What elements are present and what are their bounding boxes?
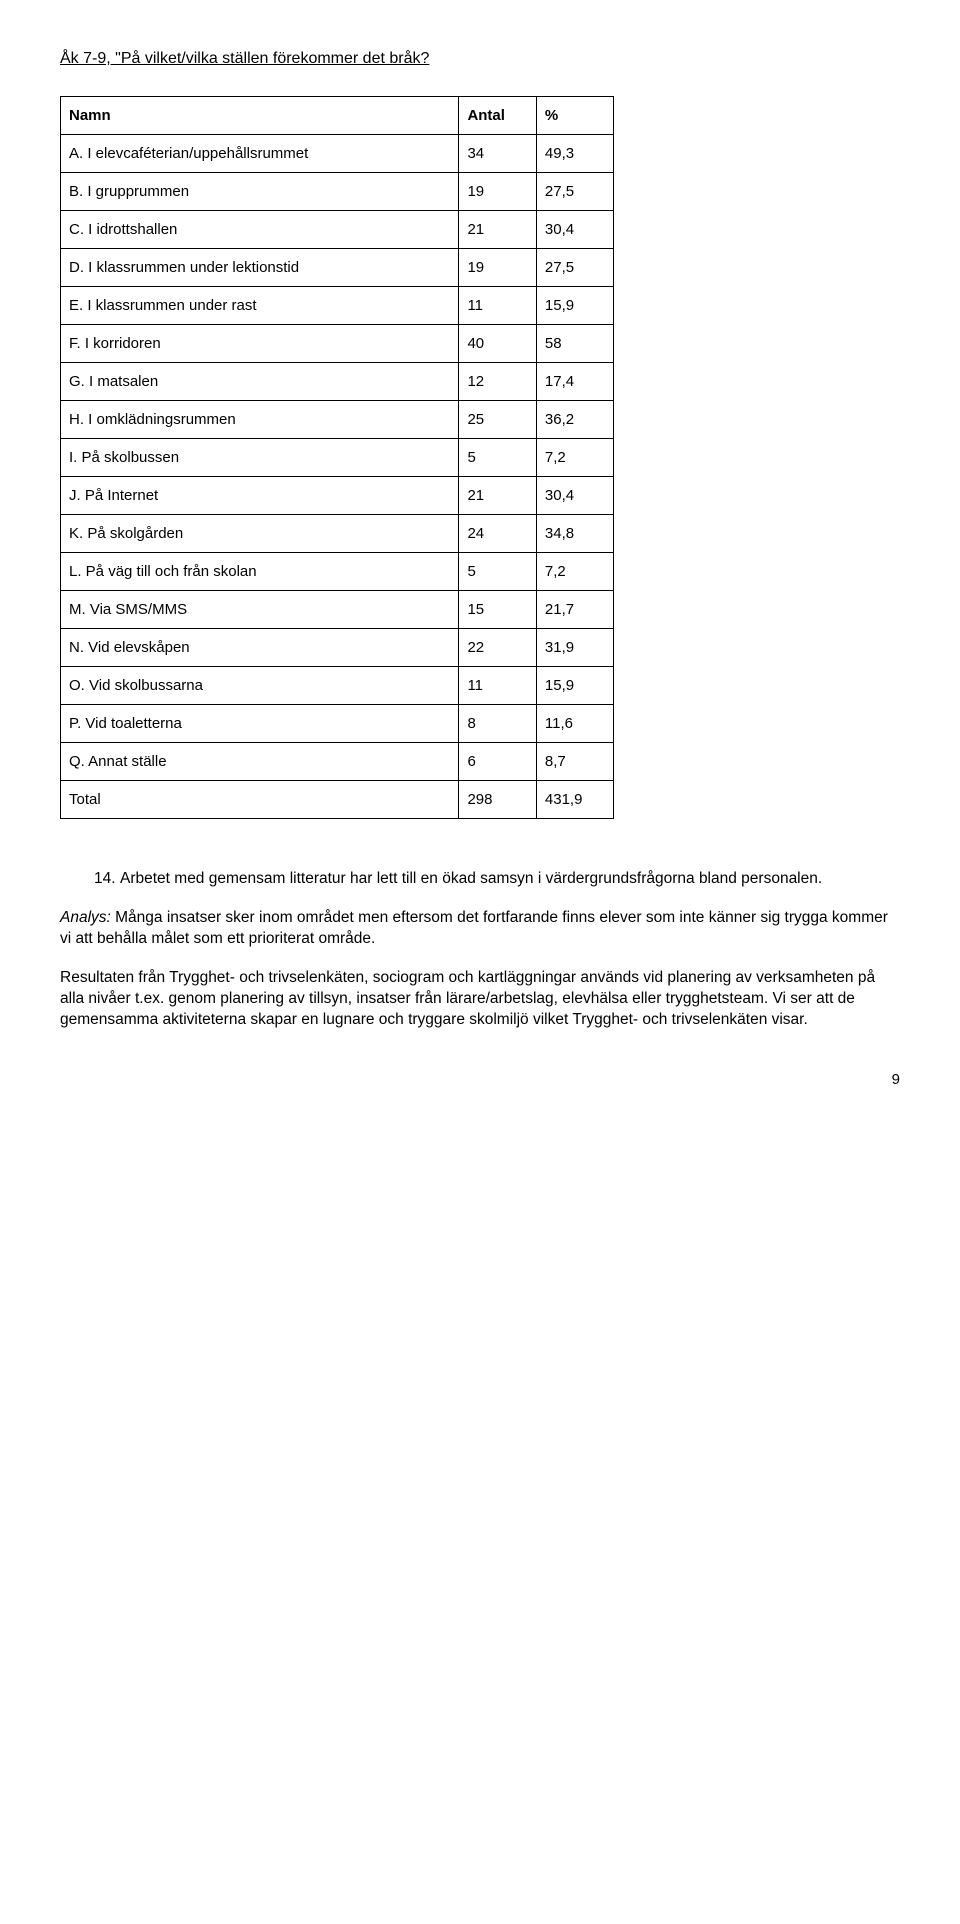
table-cell: E. I klassrummen under rast [61,287,459,325]
page-number: 9 [60,1071,900,1088]
table-cell: L. På väg till och från skolan [61,553,459,591]
table-cell: 19 [459,173,536,211]
table-row: I. På skolbussen57,2 [61,439,614,477]
table-cell: 5 [459,439,536,477]
table-cell: 7,2 [536,553,613,591]
table-header-row: Namn Antal % [61,97,614,135]
table-row: F. I korridoren4058 [61,325,614,363]
table-cell: 27,5 [536,249,613,287]
table-cell: 11 [459,667,536,705]
table-row: Total298431,9 [61,781,614,819]
table-cell: O. Vid skolbussarna [61,667,459,705]
table-cell: 30,4 [536,211,613,249]
table-cell: 5 [459,553,536,591]
col-header-percent: % [536,97,613,135]
table-cell: 21,7 [536,591,613,629]
numbered-list-item: 14.Arbetet med gemensam litteratur har l… [94,869,900,890]
table-cell: 12 [459,363,536,401]
table-cell: 21 [459,211,536,249]
table-cell: 15,9 [536,667,613,705]
col-header-namn: Namn [61,97,459,135]
table-row: B. I grupprummen1927,5 [61,173,614,211]
table-cell: 25 [459,401,536,439]
table-cell: H. I omklädningsrummen [61,401,459,439]
table-cell: P. Vid toaletterna [61,705,459,743]
table-cell: 19 [459,249,536,287]
table-cell: 24 [459,515,536,553]
table-cell: 8,7 [536,743,613,781]
analysis-text: Många insatser sker inom området men eft… [60,909,888,947]
table-cell: D. I klassrummen under lektionstid [61,249,459,287]
table-row: L. På väg till och från skolan57,2 [61,553,614,591]
section-heading: Åk 7-9, "På vilket/vilka ställen förekom… [60,50,900,68]
results-paragraph: Resultaten från Trygghet- och trivselenk… [60,968,900,1031]
table-cell: 40 [459,325,536,363]
table-cell: N. Vid elevskåpen [61,629,459,667]
table-cell: 22 [459,629,536,667]
table-cell: A. I elevcaféterian/uppehållsrummet [61,135,459,173]
table-row: G. I matsalen1217,4 [61,363,614,401]
table-row: H. I omklädningsrummen2536,2 [61,401,614,439]
analysis-label: Analys: [60,909,111,926]
table-cell: 21 [459,477,536,515]
table-row: J. På Internet2130,4 [61,477,614,515]
table-cell: C. I idrottshallen [61,211,459,249]
table-cell: M. Via SMS/MMS [61,591,459,629]
table-cell: 298 [459,781,536,819]
table-cell: 49,3 [536,135,613,173]
table-row: M. Via SMS/MMS1521,7 [61,591,614,629]
table-cell: K. På skolgården [61,515,459,553]
list-item-text: Arbetet med gemensam litteratur har lett… [120,870,822,887]
analysis-paragraph: Analys: Många insatser sker inom området… [60,908,900,950]
table-cell: 6 [459,743,536,781]
table-cell: 36,2 [536,401,613,439]
table-cell: 58 [536,325,613,363]
table-cell: Total [61,781,459,819]
table-cell: I. På skolbussen [61,439,459,477]
table-row: N. Vid elevskåpen2231,9 [61,629,614,667]
table-cell: G. I matsalen [61,363,459,401]
table-cell: 27,5 [536,173,613,211]
table-row: P. Vid toaletterna811,6 [61,705,614,743]
table-row: E. I klassrummen under rast1115,9 [61,287,614,325]
table-cell: 8 [459,705,536,743]
table-cell: 11 [459,287,536,325]
table-cell: 15 [459,591,536,629]
table-cell: 11,6 [536,705,613,743]
table-row: D. I klassrummen under lektionstid1927,5 [61,249,614,287]
table-cell: 34 [459,135,536,173]
table-row: A. I elevcaféterian/uppehållsrummet3449,… [61,135,614,173]
table-cell: 17,4 [536,363,613,401]
table-row: K. På skolgården2434,8 [61,515,614,553]
table-cell: 431,9 [536,781,613,819]
table-row: Q. Annat ställe68,7 [61,743,614,781]
col-header-antal: Antal [459,97,536,135]
table-cell: 15,9 [536,287,613,325]
table-cell: F. I korridoren [61,325,459,363]
table-row: C. I idrottshallen2130,4 [61,211,614,249]
table-cell: 34,8 [536,515,613,553]
data-table: Namn Antal % A. I elevcaféterian/uppehål… [60,96,614,819]
table-cell: J. På Internet [61,477,459,515]
table-cell: 30,4 [536,477,613,515]
list-item-number: 14. [94,869,120,890]
table-cell: Q. Annat ställe [61,743,459,781]
table-cell: 31,9 [536,629,613,667]
table-cell: B. I grupprummen [61,173,459,211]
table-cell: 7,2 [536,439,613,477]
table-row: O. Vid skolbussarna1115,9 [61,667,614,705]
